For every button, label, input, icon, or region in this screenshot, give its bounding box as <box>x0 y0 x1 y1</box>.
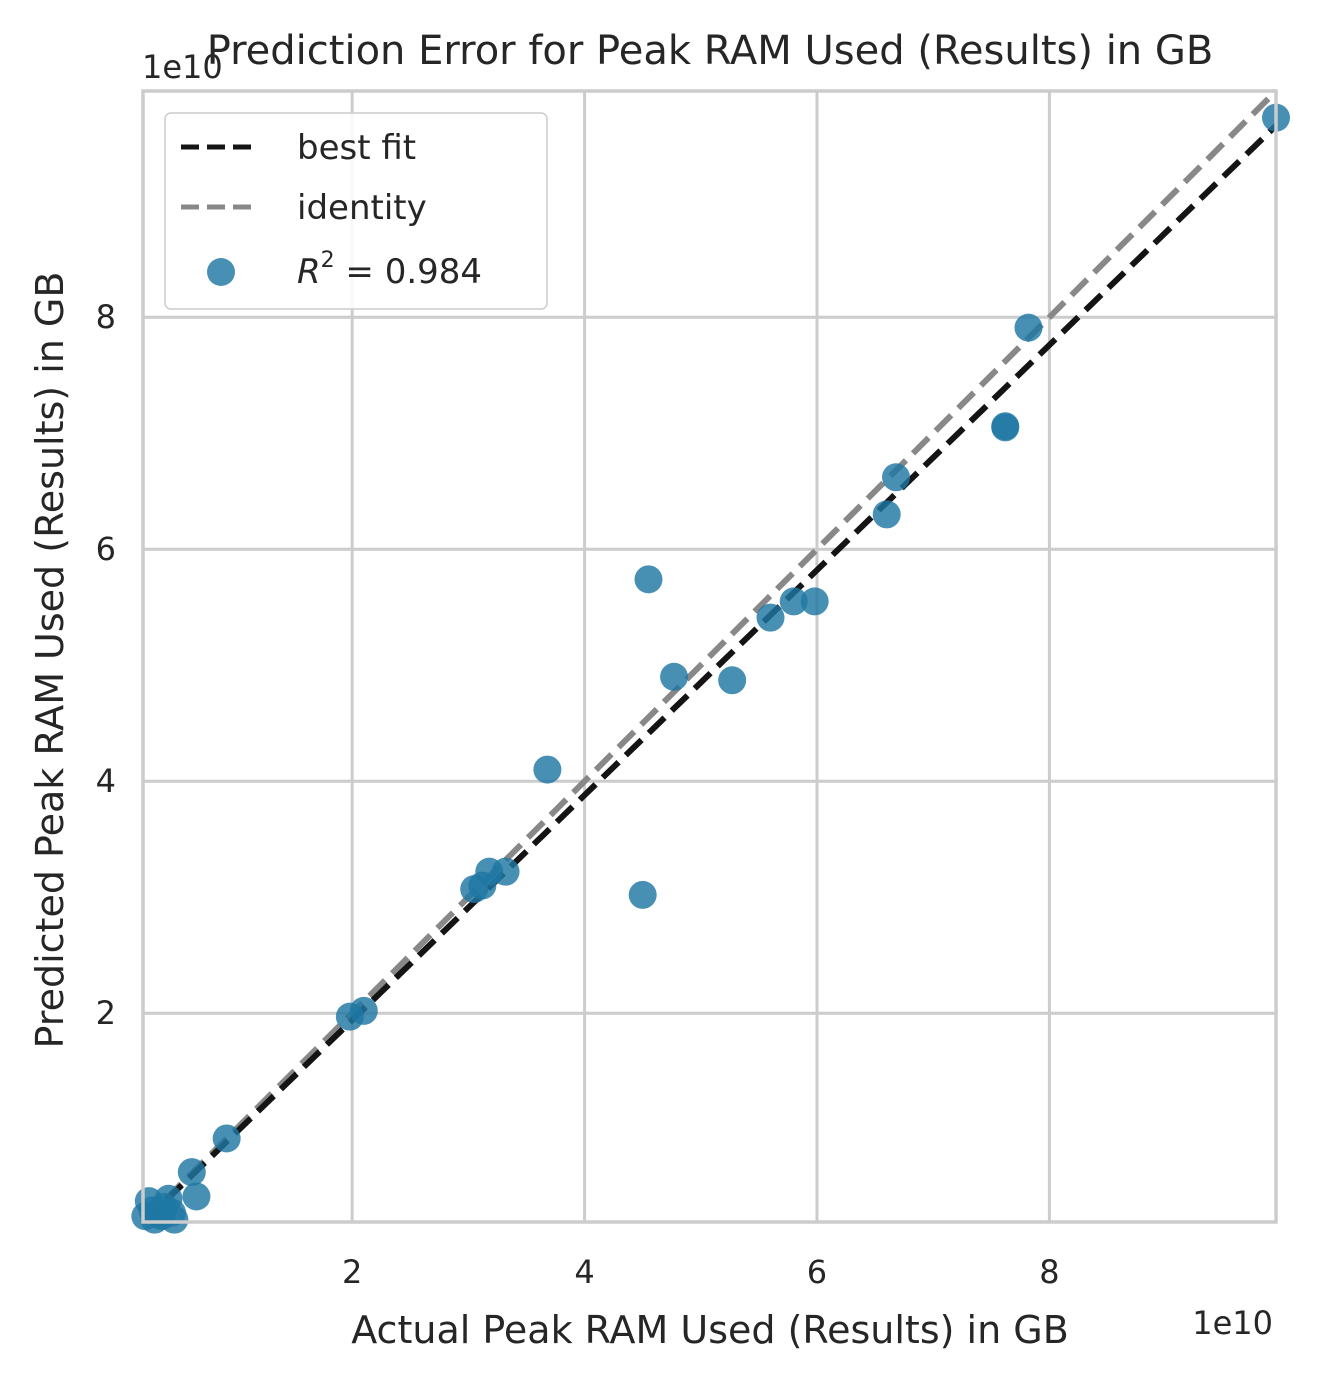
plot-frame <box>141 89 1278 1224</box>
scatter-point <box>872 500 901 529</box>
scatter-point <box>212 1124 241 1153</box>
scatter-point <box>177 1158 206 1187</box>
scatter-point <box>533 755 562 784</box>
y-tick-label: 6 <box>96 530 116 568</box>
x-tick-label: 8 <box>1039 1253 1059 1291</box>
x-tick-label: 4 <box>574 1253 594 1291</box>
y-axis-label: Predicted Peak RAM Used (Results) in GB <box>28 272 72 1049</box>
scatter-point <box>182 1182 211 1211</box>
scatter-point <box>882 463 911 492</box>
y-axis-offset-label: 1e10 <box>142 48 223 86</box>
scatter-point <box>991 412 1020 441</box>
legend: best fit identity R2 = 0.984 <box>164 112 548 310</box>
legend-identity-label: identity <box>297 188 427 228</box>
tick-labels: 2 4 6 8 2 4 6 8 <box>96 298 1060 1291</box>
legend-box <box>164 112 548 310</box>
x-axis-offset-label: 1e10 <box>1192 1304 1273 1342</box>
chart-title: Prediction Error for Peak RAM Used (Resu… <box>207 28 1214 74</box>
grid <box>143 91 1276 1222</box>
y-tick-label: 2 <box>96 994 116 1032</box>
scatter-point <box>718 666 747 695</box>
scatter-point <box>1014 313 1043 342</box>
fit-lines <box>140 88 1279 1225</box>
x-axis-label: Actual Peak RAM Used (Results) in GB <box>351 1308 1069 1352</box>
identity-line <box>140 88 1279 1225</box>
scatter-point <box>634 565 663 594</box>
scatter-point <box>628 880 657 909</box>
legend-r2-marker <box>207 258 235 286</box>
x-tick-label: 6 <box>807 1253 827 1291</box>
scatter-point <box>660 662 689 691</box>
legend-r2-symbol: R <box>297 252 321 292</box>
scatter-point <box>160 1205 189 1234</box>
legend-r2-value: = 0.984 <box>335 252 482 292</box>
scatter-point <box>756 603 785 632</box>
y-tick-label: 4 <box>96 762 116 800</box>
legend-r2-label: R2 = 0.984 <box>297 248 482 292</box>
x-tick-label: 2 <box>342 1253 362 1291</box>
legend-best-fit-label: best fit <box>297 128 416 168</box>
scatter-point <box>349 996 378 1025</box>
legend-r2-superscript: 2 <box>321 248 335 273</box>
scatter-point <box>491 857 520 886</box>
best-fit-line <box>140 123 1279 1225</box>
y-tick-label: 8 <box>96 298 116 336</box>
scatter-point <box>779 587 808 616</box>
scatter-point <box>800 587 829 616</box>
